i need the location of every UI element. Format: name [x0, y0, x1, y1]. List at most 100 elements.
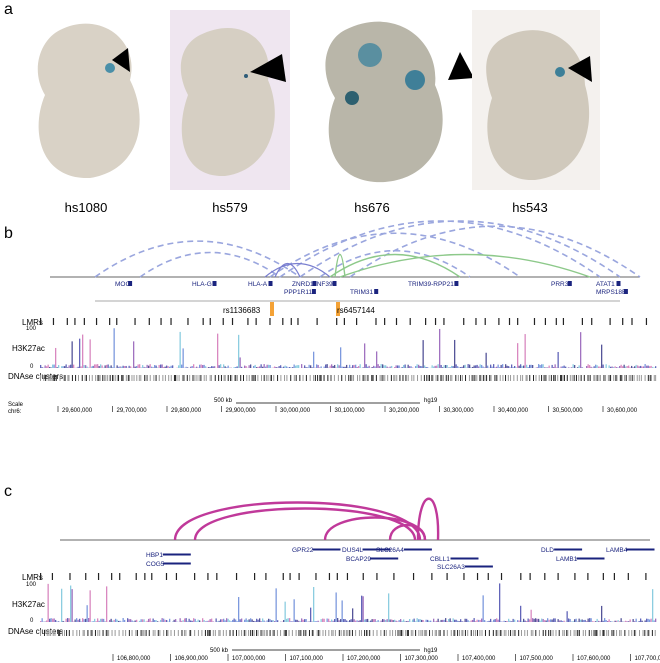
signal	[298, 620, 300, 622]
signal	[638, 620, 640, 622]
dnase-tick	[393, 375, 395, 381]
dnase-tick	[218, 375, 220, 381]
signal	[566, 611, 568, 622]
signal	[602, 364, 604, 368]
lmr-tick	[393, 573, 395, 580]
dnase-tick	[371, 375, 373, 381]
signal	[565, 366, 567, 368]
dnase-tick	[346, 630, 348, 636]
signal	[398, 365, 400, 368]
dnase-tick	[280, 630, 282, 636]
arc	[339, 253, 591, 278]
dnase-tick	[61, 630, 63, 636]
signal	[355, 620, 357, 622]
signal	[296, 365, 298, 368]
dnase-tick	[138, 375, 140, 381]
dnase-tick	[451, 375, 453, 381]
signal	[454, 339, 456, 368]
dnase-tick	[603, 630, 605, 636]
dnase-tick	[188, 630, 190, 636]
dnase-tick	[411, 375, 413, 381]
dnase-tick	[613, 375, 615, 381]
signal	[635, 618, 637, 622]
signal	[602, 620, 604, 622]
signal	[431, 365, 433, 368]
signal	[467, 620, 469, 622]
dnase-tick	[399, 375, 401, 381]
signal	[418, 619, 420, 622]
dnase-tick	[631, 375, 633, 381]
lmr-tick	[431, 573, 433, 580]
dnase-tick	[545, 630, 547, 636]
dnase-tick	[136, 630, 138, 636]
dnase-tick	[48, 630, 50, 636]
dnase-tick	[68, 375, 70, 381]
dnase-tick	[655, 375, 657, 381]
dnase-tick	[325, 630, 327, 636]
signal	[341, 366, 343, 368]
dnase-tick	[437, 375, 439, 381]
signal	[317, 364, 319, 368]
coord-label: 107,000,000	[232, 656, 266, 662]
signal	[64, 366, 66, 368]
dnase-tick	[644, 375, 646, 381]
signal	[553, 618, 555, 622]
signal	[113, 619, 115, 622]
lmr-tick	[412, 573, 415, 580]
signal	[440, 619, 442, 622]
signal	[161, 618, 163, 622]
dnase-tick	[620, 630, 622, 636]
coord-label: 30,300,000	[444, 408, 475, 414]
signal	[226, 367, 228, 368]
lmr-tick	[187, 318, 189, 325]
signal	[466, 618, 468, 622]
signal	[49, 366, 51, 368]
dnase-tick	[364, 630, 366, 636]
dnase-tick	[167, 630, 169, 636]
dnase-tick	[248, 375, 250, 381]
dnase-tick	[127, 375, 129, 381]
dnase-tick	[535, 375, 537, 381]
arc	[274, 262, 301, 278]
dnase-tick	[252, 375, 254, 381]
lmr-tick	[134, 318, 136, 325]
signal	[106, 586, 108, 622]
dnase-tick	[492, 630, 494, 636]
signal	[211, 366, 213, 368]
signal	[179, 331, 181, 368]
lmr-tick	[222, 318, 224, 325]
dnase-tick	[621, 375, 623, 381]
dnase-tick	[136, 375, 138, 381]
signal	[532, 365, 534, 368]
signal	[437, 618, 439, 622]
dnase-tick	[619, 375, 621, 381]
signal	[164, 366, 166, 368]
signal	[386, 366, 388, 368]
signal	[611, 366, 613, 368]
signal	[476, 364, 478, 368]
dnase-tick	[533, 375, 535, 381]
signal	[332, 620, 334, 622]
dnase-tick	[351, 630, 353, 636]
signal	[377, 364, 379, 368]
signal	[104, 365, 106, 368]
gene-label: BCAP29	[346, 556, 371, 563]
dnase-tick	[367, 630, 369, 636]
dnase-tick	[298, 630, 300, 636]
dnase-tick	[143, 630, 145, 636]
signal	[442, 619, 444, 622]
signal	[65, 618, 67, 622]
dnase-tick	[488, 630, 490, 636]
signal	[238, 597, 240, 622]
dnase-tick	[421, 630, 423, 636]
dnase-tick	[105, 375, 107, 381]
signal	[221, 367, 223, 368]
dnase-tick	[550, 630, 552, 636]
signal	[388, 593, 390, 622]
signal	[349, 620, 351, 622]
coord-label: 29,800,000	[171, 408, 202, 414]
lmr-tick	[591, 318, 593, 325]
signal	[538, 618, 540, 622]
signal	[352, 608, 354, 622]
gene-model	[332, 281, 337, 286]
